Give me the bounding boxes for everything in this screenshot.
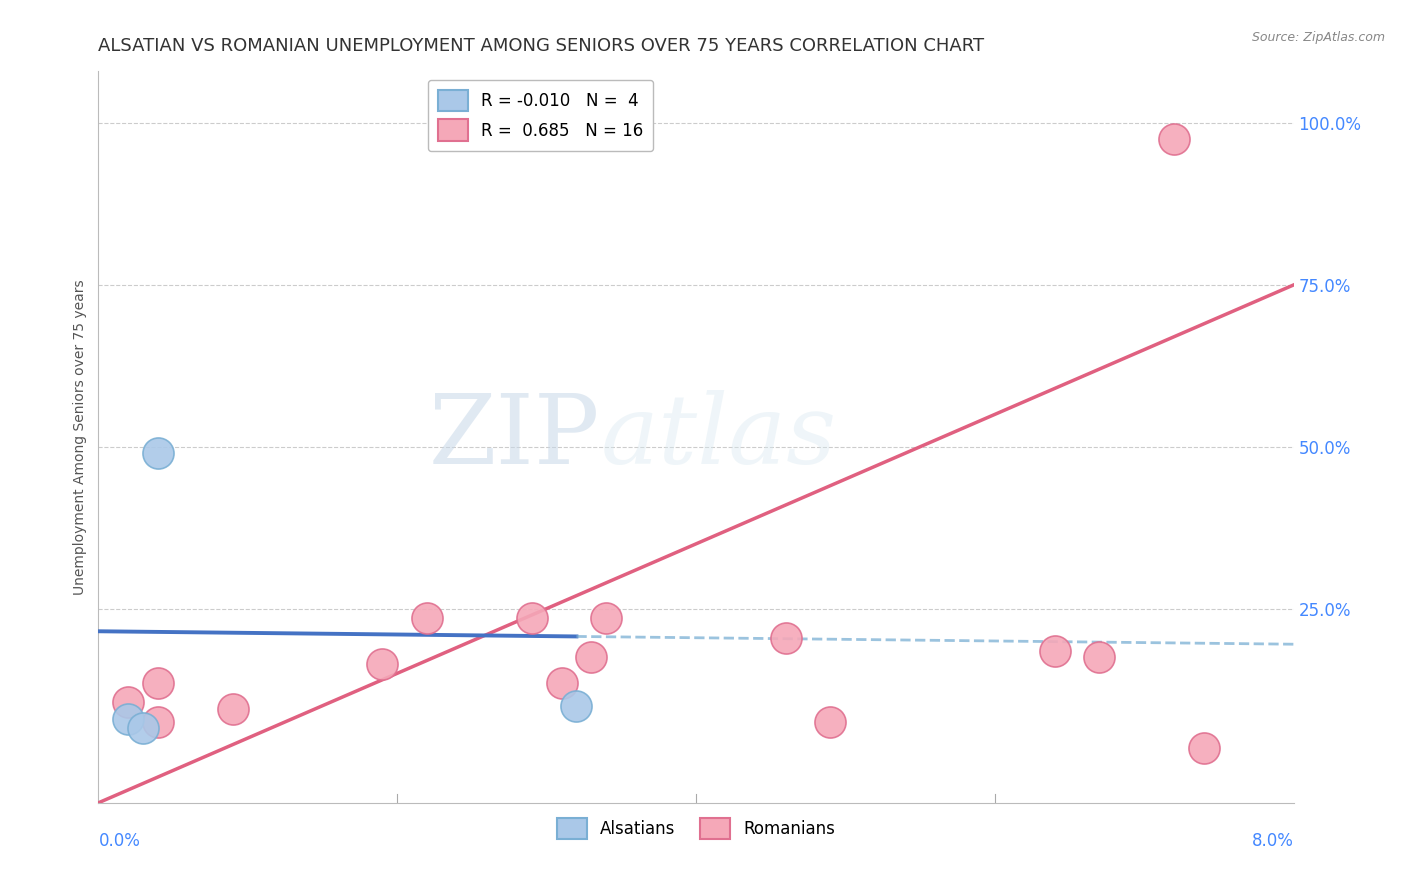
Point — [1043, 643, 1066, 657]
Point — [520, 611, 543, 625]
Point — [371, 657, 394, 671]
Text: atlas: atlas — [600, 390, 837, 484]
Point — [581, 650, 603, 665]
Point — [148, 714, 170, 729]
Text: ALSATIAN VS ROMANIAN UNEMPLOYMENT AMONG SENIORS OVER 75 YEARS CORRELATION CHART: ALSATIAN VS ROMANIAN UNEMPLOYMENT AMONG … — [98, 37, 984, 54]
Point — [820, 714, 842, 729]
Point — [222, 702, 245, 716]
Point — [565, 698, 588, 713]
Point — [148, 676, 170, 690]
Text: 8.0%: 8.0% — [1251, 832, 1294, 850]
Point — [117, 712, 139, 726]
Text: ZIP: ZIP — [429, 390, 600, 484]
Legend: Alsatians, Romanians: Alsatians, Romanians — [550, 811, 842, 846]
Text: Source: ZipAtlas.com: Source: ZipAtlas.com — [1251, 31, 1385, 45]
Point — [1192, 740, 1215, 755]
Y-axis label: Unemployment Among Seniors over 75 years: Unemployment Among Seniors over 75 years — [73, 279, 87, 595]
Point — [775, 631, 797, 645]
Point — [1088, 650, 1111, 665]
Point — [416, 611, 439, 625]
Text: 0.0%: 0.0% — [98, 832, 141, 850]
Point — [1163, 132, 1185, 146]
Point — [550, 676, 572, 690]
Point — [117, 696, 139, 710]
Point — [132, 722, 155, 736]
Point — [595, 611, 617, 625]
Point — [148, 446, 170, 460]
